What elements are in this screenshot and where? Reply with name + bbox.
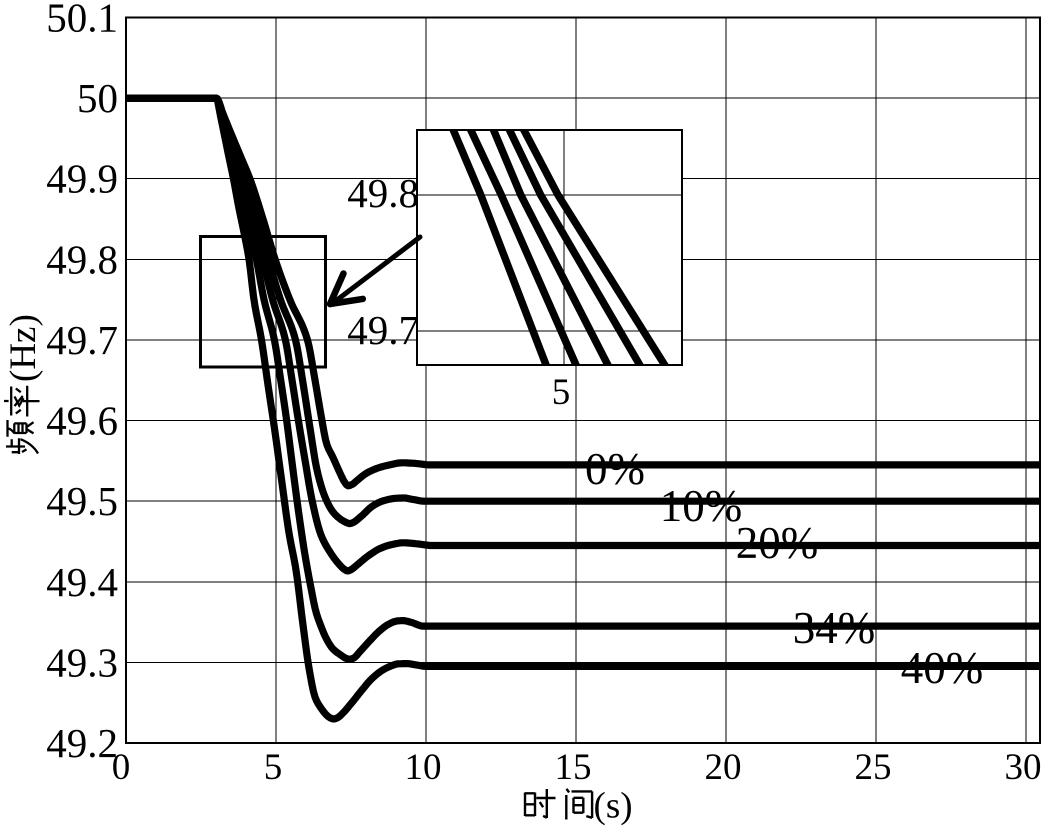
- svg-text:40%: 40%: [901, 643, 984, 693]
- svg-text:49.4: 49.4: [46, 559, 118, 605]
- svg-text:50.1: 50.1: [46, 0, 118, 41]
- svg-text:34%: 34%: [793, 603, 876, 653]
- svg-text:49.6: 49.6: [46, 398, 118, 444]
- svg-text:49.8: 49.8: [347, 170, 419, 216]
- svg-text:5: 5: [552, 372, 571, 413]
- svg-text:0: 0: [112, 747, 131, 788]
- svg-text:30: 30: [1005, 747, 1042, 788]
- svg-text:20: 20: [705, 747, 742, 788]
- svg-text:25: 25: [855, 747, 892, 788]
- svg-text:5: 5: [264, 747, 283, 788]
- svg-text:(s): (s): [594, 786, 633, 826]
- svg-text:0%: 0%: [585, 444, 645, 494]
- svg-text:10%: 10%: [660, 481, 743, 531]
- svg-text:49.9: 49.9: [46, 156, 118, 202]
- svg-text:49.3: 49.3: [46, 639, 118, 685]
- svg-text:10: 10: [405, 747, 442, 788]
- svg-text:49.7: 49.7: [347, 307, 419, 353]
- svg-text:50: 50: [77, 75, 118, 121]
- svg-text:(Hz): (Hz): [3, 314, 44, 382]
- svg-text:15: 15: [555, 747, 592, 788]
- svg-text:49.7: 49.7: [46, 317, 118, 363]
- svg-text:49.2: 49.2: [46, 720, 118, 766]
- svg-text:49.8: 49.8: [46, 236, 118, 282]
- svg-text:49.5: 49.5: [46, 478, 118, 524]
- svg-text:20%: 20%: [736, 518, 819, 568]
